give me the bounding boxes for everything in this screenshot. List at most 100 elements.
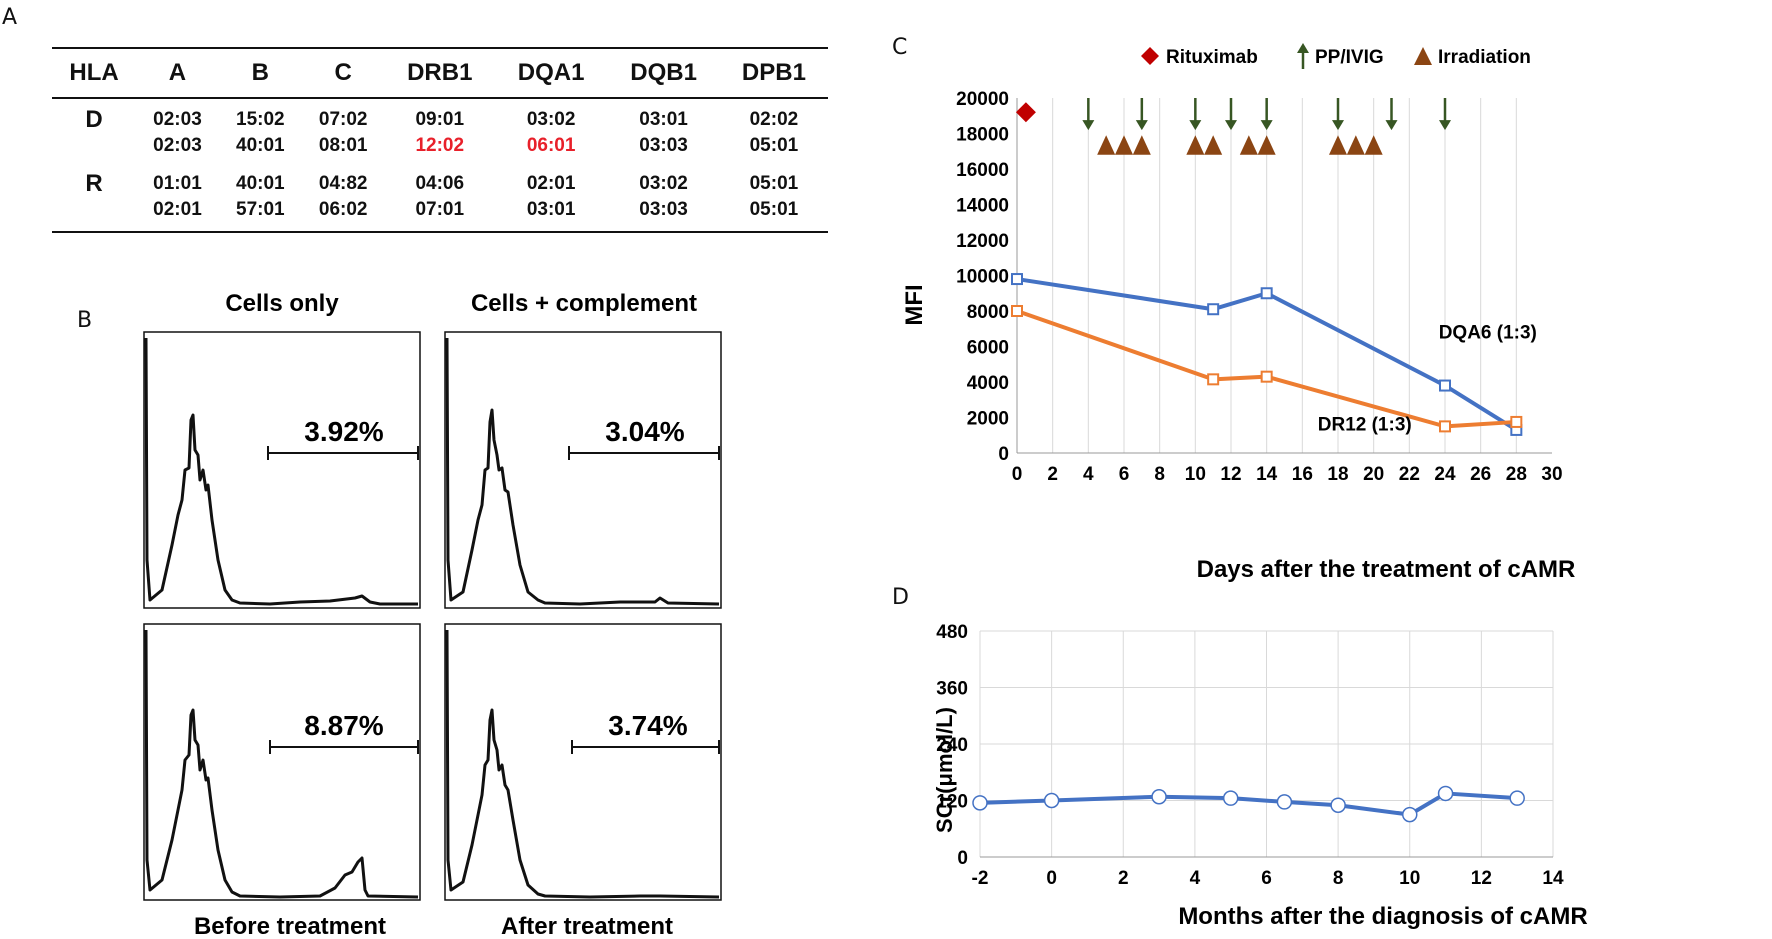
flow-frame: [444, 331, 722, 609]
d-x-tick-label: 6: [1261, 868, 1272, 889]
d-x-tick-label: 14: [1542, 868, 1564, 889]
hla-cell: 07:02 08:01: [318, 109, 368, 156]
hla-row-recipient: R 01:01 02:01 40:01 57:01 04:82 06:02 04:06…: [52, 167, 828, 232]
c-ppivig-arrow-head: [1189, 120, 1202, 131]
flow-gate: [568, 446, 720, 460]
hla-row-label: D: [85, 106, 103, 133]
c-ppivig-arrow-head: [1260, 120, 1273, 131]
hla-cell: 03:02 03:03: [639, 173, 688, 220]
panel-label-c: C: [892, 35, 908, 60]
hla-cell: 03:01 03:03: [639, 109, 688, 156]
c-data-point: [1439, 420, 1451, 433]
flow-percent: 8.87%: [304, 710, 383, 741]
hla-cell: 15:02 40:01: [236, 109, 285, 156]
hla-header: DQA1: [517, 59, 585, 86]
d-x-tick-label: 4: [1190, 868, 1201, 889]
panel-label-b: B: [77, 308, 93, 333]
c-irradiation-marker: [1132, 135, 1151, 155]
flow-histogram: [144, 337, 418, 606]
c-x-tick-label: 2: [1047, 464, 1058, 485]
c-irradiation-marker: [1204, 135, 1223, 155]
d-y-tick-label: 120: [936, 792, 968, 813]
hla-cell: 05:01 05:01: [749, 173, 799, 220]
hla-header-row: HLA A B C DRB1 DQA1 DQB1 DPB1: [52, 48, 828, 98]
hla-table: HLA A B C DRB1 DQA1 DQB1 DPB1 D 02:03 02:…: [52, 47, 828, 233]
c-ppivig-arrow-head: [1439, 120, 1451, 131]
c-y-tick-label: 6000: [967, 338, 1009, 359]
c-irradiation-marker: [1364, 135, 1383, 155]
c-x-tick-label: 26: [1470, 464, 1491, 485]
flow-histogram: [445, 629, 720, 899]
flow-histogram: [144, 629, 419, 899]
c-x-tick-label: 14: [1256, 464, 1278, 485]
hla-cell: 40:01 57:01: [236, 173, 285, 220]
mismatch-allele: 12:02: [415, 135, 465, 156]
hla-cell: 02:02 05:01: [749, 109, 799, 156]
c-legend-marker-irradiation: [1414, 47, 1432, 65]
flow-panel: Cells only Cells + complement 3.92% 3.04…: [143, 290, 722, 939]
d-x-tick-label: -2: [972, 868, 989, 889]
hla-header: C: [334, 59, 352, 86]
c-y-tick-label: 16000: [956, 160, 1009, 181]
hla-row-label: R: [85, 170, 103, 197]
flow-row-label: After treatment: [501, 913, 673, 939]
d-x-tick-label: 2: [1118, 868, 1129, 889]
d-y-tick-label: 0: [957, 848, 968, 869]
panel-label-d: D: [892, 585, 909, 610]
c-data-point: [1011, 273, 1023, 286]
d-x-tick-label: 12: [1471, 868, 1492, 889]
panel-label-a: A: [2, 5, 18, 30]
d-data-point: [1509, 790, 1525, 806]
flow-gate: [267, 446, 419, 460]
c-legend-label: Rituximab: [1166, 47, 1258, 68]
d-data-point: [972, 795, 988, 811]
c-rituximab-marker: [1015, 102, 1036, 123]
c-y-tick-label: 12000: [956, 231, 1009, 252]
d-data-point: [1222, 790, 1239, 806]
c-irradiation-marker: [1329, 135, 1347, 155]
d-data-point: [1402, 806, 1418, 823]
c-irradiation-marker: [1346, 135, 1365, 155]
flow-frame: [143, 331, 421, 609]
hla-header: DQB1: [630, 59, 697, 86]
c-irradiation-marker: [1097, 135, 1116, 155]
c-ppivig-arrow-head: [1135, 120, 1148, 131]
d-y-tick-label: 360: [936, 679, 968, 700]
d-data-point: [1330, 797, 1346, 813]
d-y-title: SCr(μmol/L): [932, 707, 957, 833]
c-data-point: [1510, 415, 1523, 428]
c-x-tick-label: 8: [1154, 464, 1165, 485]
hla-cell: 02:01 03:01: [526, 173, 576, 220]
c-irradiation-marker: [1186, 135, 1205, 155]
c-y-tick-label: 14000: [956, 196, 1009, 217]
c-data-point: [1260, 370, 1273, 383]
c-x-tick-label: 10: [1185, 464, 1206, 485]
d-data-point: [1151, 788, 1167, 805]
hla-header: HLA: [69, 59, 119, 86]
hla-header: A: [168, 59, 187, 86]
c-ppivig-arrow-head: [1332, 120, 1344, 131]
flow-col-title: Cells only: [225, 290, 339, 317]
c-ppivig-arrow-head: [1385, 120, 1398, 131]
c-y-tick-label: 0: [998, 444, 1009, 465]
c-x-tick-label: 20: [1363, 464, 1384, 485]
c-x-tick-label: 22: [1399, 464, 1420, 485]
hla-cell: 04:82 06:02: [318, 173, 368, 220]
c-y-tick-label: 8000: [967, 302, 1009, 323]
hla-header: B: [251, 59, 269, 86]
c-data-point: [1207, 373, 1220, 386]
flow-percent: 3.92%: [304, 416, 383, 447]
c-legend-marker-rituximab: [1141, 47, 1159, 65]
d-y-tick-label: 480: [936, 622, 968, 643]
hla-cell: 01:01 02:01: [153, 173, 202, 220]
c-legend-label: PP/IVIG: [1315, 47, 1384, 68]
flow-histogram: [445, 337, 720, 606]
c-data-point: [1011, 305, 1023, 317]
d-series-line: [979, 791, 1518, 817]
c-y-tick-label: 18000: [956, 125, 1009, 146]
d-data-point: [1276, 794, 1293, 810]
c-x-tick-label: 16: [1292, 464, 1313, 485]
d-data-point: [1043, 792, 1060, 809]
flow-gate: [571, 740, 720, 754]
